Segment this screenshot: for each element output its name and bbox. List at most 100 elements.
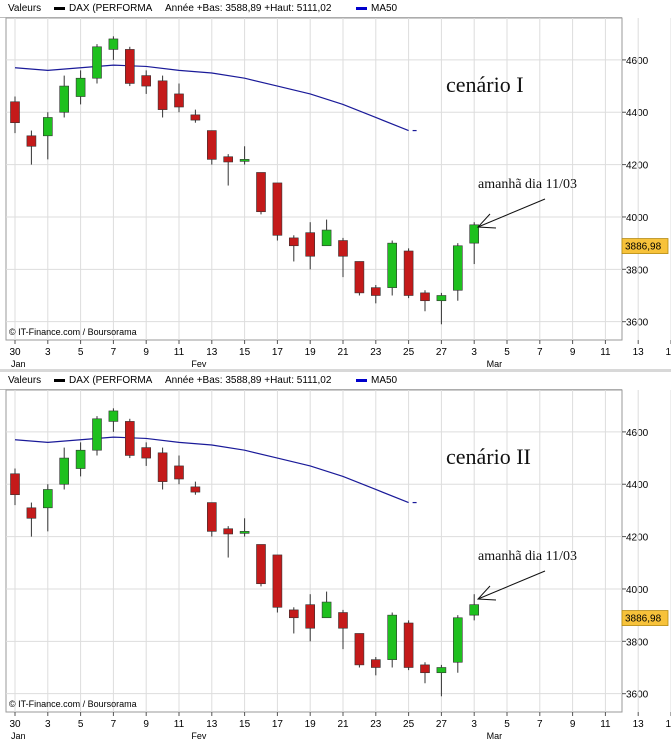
candle-down — [26, 135, 37, 147]
candle-up — [92, 418, 102, 451]
candlestick-chart-bottom: 3600 3800 4000 4200 4400 4600 30 3 5 7 9 11 13 15 17 19… — [5, 389, 671, 741]
x-tick-label: 21 — [337, 347, 349, 358]
x-tick-label: 7 — [111, 719, 117, 730]
candle-up — [436, 295, 447, 302]
candle-down — [403, 622, 414, 668]
x-tick-label: 9 — [143, 347, 149, 358]
candle-up — [321, 229, 332, 247]
month-label: Mar — [487, 731, 503, 741]
x-tick-label: 25 — [403, 347, 415, 358]
legend-label: Valeurs — [8, 3, 42, 14]
candle-down — [338, 612, 348, 629]
x-tick-label: 27 — [436, 347, 448, 358]
y-tick-label: 3800 — [626, 265, 649, 276]
candle-down — [157, 80, 168, 110]
candle-down — [26, 507, 37, 519]
ma50-line — [14, 64, 409, 132]
candle-up — [92, 46, 102, 79]
candle-up — [321, 601, 332, 619]
candle-up — [42, 117, 53, 137]
candle-down — [338, 240, 348, 257]
candle-down — [125, 49, 135, 84]
candle-down — [305, 232, 316, 257]
legend-series-name: DAX (PERFORMA — [69, 3, 153, 14]
x-tick-label: 3 — [471, 347, 477, 358]
candle-down — [288, 609, 299, 619]
candle-up — [387, 242, 398, 288]
x-tick-label: 5 — [504, 719, 510, 730]
annotation-note: amanhã dia 11/03 — [478, 177, 577, 192]
x-tick-label: 11 — [174, 347, 185, 358]
last-price-tag — [621, 238, 669, 254]
legend-stats-bottom: Année +Bas: 3588,89 +Haut: 5111,02 — [165, 375, 332, 386]
candle-down — [157, 452, 168, 482]
legend-label-bottom: Valeurs — [8, 375, 42, 386]
y-tick-label: 4600 — [626, 56, 649, 67]
x-tick-label: 3 — [45, 719, 51, 730]
candle-up — [239, 159, 250, 162]
x-tick-label: 15 — [665, 347, 671, 358]
x-tick-label: 7 — [537, 347, 543, 358]
candle-down — [256, 544, 266, 585]
candlestick-chart-top: 3600 3800 4000 4200 4400 4600 30 3 5 7 9 11 13 15 17 19… — [5, 17, 671, 369]
x-tick-label: 15 — [239, 719, 251, 730]
y-tick-label: 3600 — [626, 690, 649, 701]
candle-up — [42, 489, 53, 509]
x-tick-label: 9 — [570, 719, 576, 730]
chart-panel-bottom: Valeurs DAX (PERFORMA Année +Bas: 3588,8… — [0, 372, 671, 741]
y-tick-label: 3800 — [626, 637, 649, 648]
candle-up — [108, 410, 119, 422]
scenario-title: cenário I — [446, 72, 524, 97]
x-tick-label: 27 — [436, 719, 448, 730]
legend-ma-label: MA50 — [371, 3, 398, 14]
candle-down — [141, 75, 151, 87]
candle-down — [354, 261, 365, 294]
candle-up — [452, 245, 463, 291]
candle-down — [420, 292, 430, 302]
candle-down — [10, 473, 20, 496]
x-tick-label: 23 — [370, 719, 382, 730]
plot-area — [5, 17, 623, 341]
x-tick-label: 7 — [111, 347, 117, 358]
annotation-arrow — [477, 198, 546, 228]
month-label: Jan — [11, 731, 26, 741]
y-tick-label: 4400 — [626, 108, 649, 119]
candle-down — [207, 502, 217, 532]
x-tick-label: 5 — [504, 347, 510, 358]
x-tick-label: 13 — [206, 347, 218, 358]
scenario-title: cenário II — [446, 444, 531, 469]
candle-down — [305, 604, 316, 629]
y-tick-label: 4200 — [626, 533, 649, 544]
y-tick-label: 4000 — [626, 213, 649, 224]
last-price-label: 3886,98 — [625, 242, 662, 253]
candle-down — [272, 182, 283, 236]
candle-up — [436, 667, 447, 674]
x-tick-label: 13 — [633, 719, 645, 730]
legend-ma-label-bottom: MA50 — [371, 375, 398, 386]
x-tick-label: 9 — [143, 719, 149, 730]
x-tick-label: 11 — [600, 347, 611, 358]
candle-down — [190, 114, 201, 121]
month-label: Fev — [191, 731, 207, 741]
x-tick-label: 30 — [9, 347, 21, 358]
x-tick-label: 13 — [206, 719, 218, 730]
x-tick-label: 5 — [78, 347, 84, 358]
candle-down — [223, 156, 233, 163]
x-tick-label: 19 — [305, 719, 317, 730]
y-tick-label: 4000 — [626, 585, 649, 596]
candle-down — [403, 250, 414, 296]
annotation-arrowhead — [476, 585, 497, 601]
candle-up — [75, 77, 86, 97]
candle-down — [256, 172, 266, 213]
credit-text: © IT-Finance.com / Boursorama — [9, 327, 137, 337]
candle-down — [288, 237, 299, 247]
x-tick-label: 25 — [403, 719, 415, 730]
plot-area — [5, 389, 623, 713]
x-tick-label: 5 — [78, 719, 84, 730]
annotation-arrow — [477, 570, 546, 600]
y-tick-label: 3600 — [626, 318, 649, 329]
x-tick-label: 11 — [600, 719, 611, 730]
month-label: Jan — [11, 359, 26, 369]
x-tick-label: 7 — [537, 719, 543, 730]
x-tick-label: 23 — [370, 347, 382, 358]
